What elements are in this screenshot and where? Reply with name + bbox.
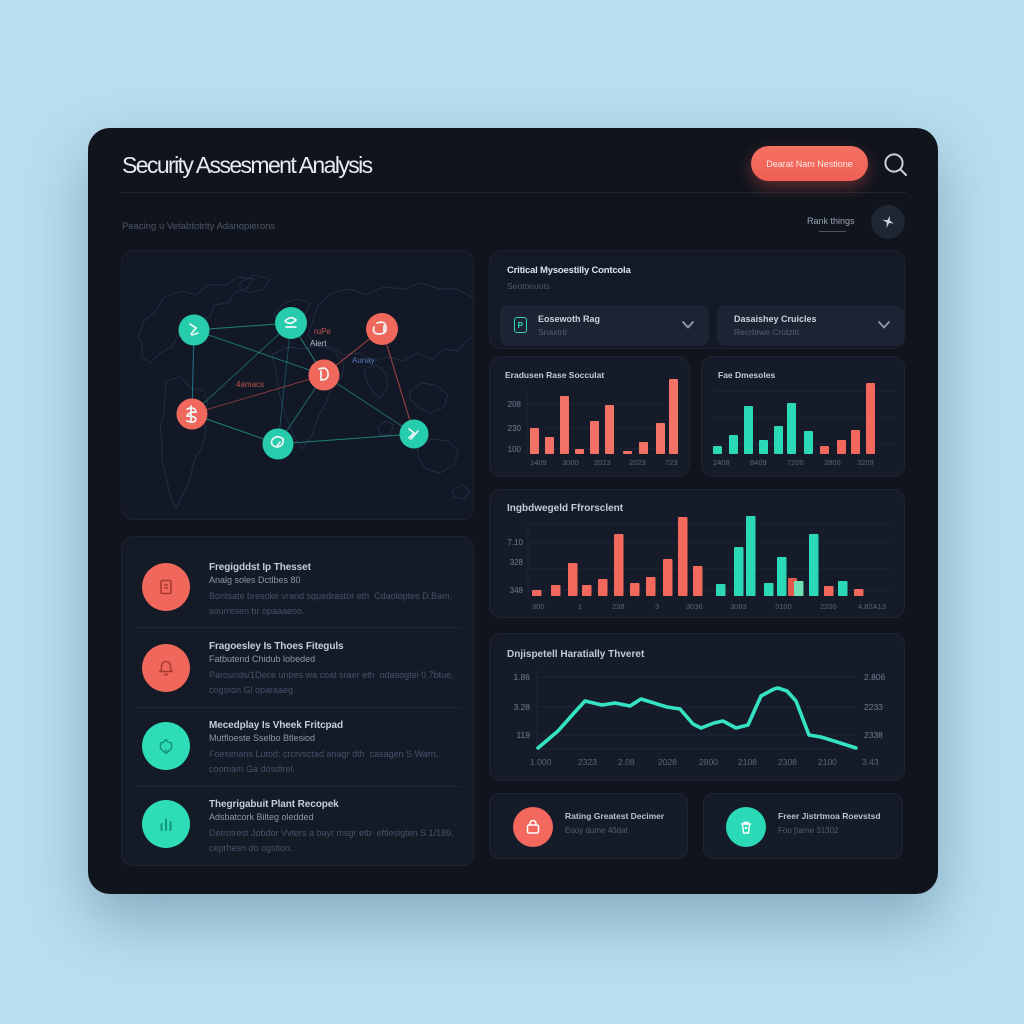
svg-text:230: 230 [508,424,522,433]
svg-text:1.000: 1.000 [530,757,552,767]
svg-text:238: 238 [612,602,625,611]
svg-text:1: 1 [578,602,582,611]
svg-text:2200: 2200 [820,602,837,611]
svg-text:2308: 2308 [778,757,797,767]
svg-text:2023: 2023 [629,458,646,467]
svg-text:4amacs: 4amacs [236,380,264,389]
svg-text:Alert: Alert [310,339,327,348]
svg-text:119: 119 [516,730,530,740]
svg-text:3.28: 3.28 [513,702,530,712]
svg-text:2028: 2028 [658,757,677,767]
svg-text:1409: 1409 [530,458,547,467]
svg-text:3083: 3083 [730,602,747,611]
svg-text:2100: 2100 [818,757,837,767]
svg-text:3: 3 [655,602,659,611]
svg-text:3000: 3000 [562,458,579,467]
svg-text:2323: 2323 [578,757,597,767]
svg-text:208: 208 [508,400,522,409]
svg-text:7200: 7200 [787,458,804,467]
svg-text:Aunay: Aunay [352,356,375,365]
svg-text:3209: 3209 [857,458,874,467]
svg-text:4.82A13: 4.82A13 [858,602,886,611]
svg-text:7.10: 7.10 [507,538,523,547]
svg-text:2800: 2800 [824,458,841,467]
svg-text:2338: 2338 [864,730,883,740]
svg-text:2408: 2408 [713,458,730,467]
svg-text:ruPe: ruPe [314,327,331,336]
svg-text:2.08: 2.08 [618,757,635,767]
svg-text:2.806: 2.806 [864,672,886,682]
svg-text:2800: 2800 [699,757,718,767]
svg-text:2108: 2108 [738,757,757,767]
svg-text:2233: 2233 [864,702,883,712]
svg-text:3036: 3036 [686,602,703,611]
svg-text:1.86: 1.86 [513,672,530,682]
svg-text:3.43: 3.43 [862,757,879,767]
svg-text:348: 348 [510,586,524,595]
svg-text:2023: 2023 [594,458,611,467]
svg-text:100: 100 [508,445,522,454]
svg-text:723: 723 [665,458,678,467]
svg-text:8409: 8409 [750,458,767,467]
svg-text:328: 328 [510,558,524,567]
svg-text:3100: 3100 [775,602,792,611]
svg-text:300: 300 [532,602,545,611]
